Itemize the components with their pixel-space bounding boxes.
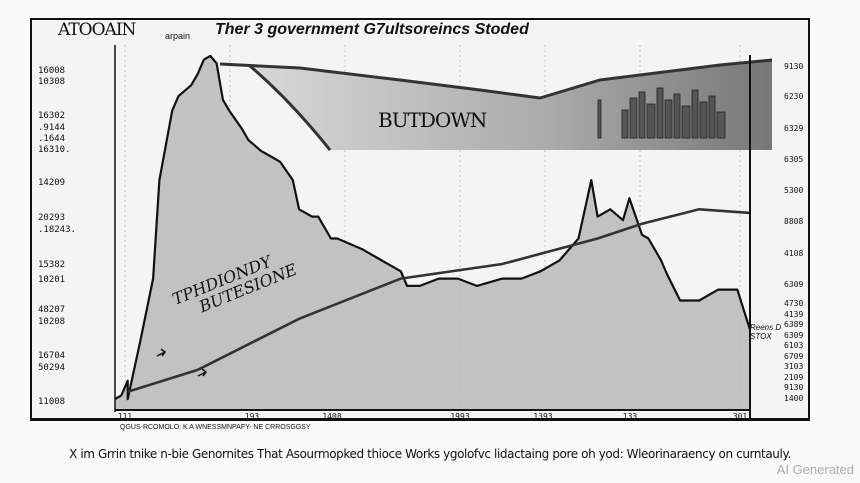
y-tick-label-right: 6309 xyxy=(784,330,804,340)
y-tick-label-right: 6103 xyxy=(784,341,804,350)
y-tick-label-left: 50294 xyxy=(38,363,66,373)
y-tick-label-right: 9130 xyxy=(784,383,804,392)
y-tick-label-right: 6230 xyxy=(784,92,804,101)
arrow-icons xyxy=(156,348,208,377)
y-tick-label-right: 9130 xyxy=(784,62,804,71)
y-tick-label-right: 1400 xyxy=(784,393,804,403)
inset-line xyxy=(219,58,773,100)
y-tick-label-right: 2109 xyxy=(784,372,804,382)
x-tick-label: 1408 xyxy=(322,412,342,421)
y-tick-label-left: 10201 xyxy=(38,275,66,285)
y-tick-label-right: 6709 xyxy=(784,351,804,361)
y-tick-label-left: 10308 xyxy=(38,77,66,87)
y-tick-label-right: 5300 xyxy=(784,186,804,195)
y-tick-label-left: 16310. xyxy=(38,145,71,155)
y-tick-label-left: 48207 xyxy=(38,305,66,315)
y-tick-label-left: 16704 xyxy=(38,351,66,361)
y-tick-label-left: 11008 xyxy=(38,397,66,407)
series-line-main xyxy=(114,54,752,401)
y-tick-label-left: .1644 xyxy=(38,134,66,144)
y-tick-label-right: 3103 xyxy=(784,362,804,371)
y-tick-label-right: 4730 xyxy=(784,299,804,308)
x-tick-label: 301 xyxy=(732,412,748,421)
y-tick-label-right: 6389 xyxy=(784,320,804,329)
logo: ATOOAIN xyxy=(58,20,136,40)
inset-curve xyxy=(249,64,332,151)
y-tick-label-left: 15382 xyxy=(38,260,66,270)
x-tick-label: 133 xyxy=(622,412,638,421)
y-tick-label-right: 6329 xyxy=(784,124,804,133)
skyline-icon xyxy=(597,87,726,139)
series-line-secondary xyxy=(127,207,751,394)
area-fill xyxy=(115,55,750,411)
watermark: AI Generated xyxy=(776,462,854,477)
inset-label: BUTDOWN xyxy=(378,108,487,132)
right-series-label: Reens DSTOX xyxy=(750,323,782,341)
source-note: QGUS-RCOMOLO: K A WNESSMNPAFY- NE CRROSG… xyxy=(120,424,311,431)
y-tick-label-right: 6305 xyxy=(784,155,804,164)
y-tick-label-right: 6309 xyxy=(784,280,804,289)
y-tick-label-right: 4139 xyxy=(784,309,804,319)
y-tick-label-left: .9144 xyxy=(38,123,66,133)
y-tick-label-left: 16008 xyxy=(38,66,66,76)
caption: X im Grrin tnike n-bie Genornites That A… xyxy=(69,447,791,461)
y-tick-label-left: 14209 xyxy=(38,178,66,188)
y-tick-label-left: 10208 xyxy=(38,317,66,327)
x-tick-label: 193 xyxy=(244,412,260,421)
x-tick-label: 1993 xyxy=(450,412,470,421)
y-tick-label-left: .18243. xyxy=(38,225,76,235)
y-tick-label-left: 20293 xyxy=(38,213,66,223)
chart-title: Ther 3 government G7ultsoreincs Stoded xyxy=(215,21,529,38)
y-tick-label-right: 8808 xyxy=(784,217,804,226)
y-tick-label-left: 16302 xyxy=(38,111,66,121)
x-tick-label: 111 xyxy=(117,412,133,421)
x-tick-label: 1393 xyxy=(533,412,553,421)
logo-subtext: arpain xyxy=(165,31,191,41)
y-tick-label-right: 4108 xyxy=(784,249,804,258)
inset-panel xyxy=(219,58,773,151)
